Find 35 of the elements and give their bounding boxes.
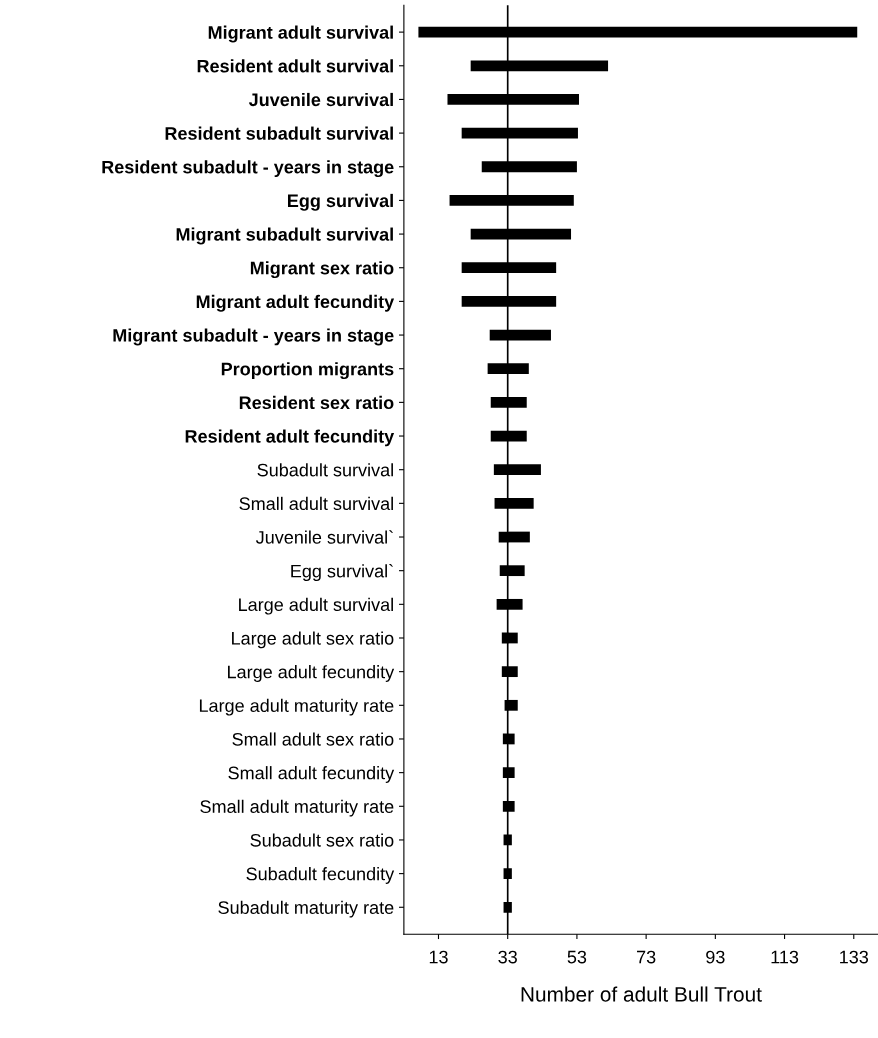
y-tick-label: Migrant subadult - years in stage — [113, 328, 394, 346]
x-tick-label: 133 — [840, 950, 869, 964]
y-tick-label: Migrant adult survival — [208, 25, 393, 43]
y-tick-label: Subadult survival — [257, 463, 393, 477]
y-tick-label: Small adult maturity rate — [200, 799, 394, 817]
y-tick-label: Large adult survival — [239, 597, 393, 615]
y-tick-label: Subadult sex ratio — [250, 833, 394, 847]
y-tick-label: Small adult fecundity — [228, 766, 395, 783]
y-tick-label: Resident sex ratio — [239, 395, 394, 410]
y-tick-label: Subadult maturity rate — [218, 900, 394, 918]
x-axis-title: Number of adult Bull Trout — [521, 986, 762, 1002]
y-tick-label: Resident subadult survival — [165, 126, 393, 140]
x-tick-label: 73 — [637, 950, 656, 964]
x-tick-label: 93 — [706, 950, 725, 964]
x-tick-label: 33 — [498, 950, 517, 964]
y-tick-label: Large adult maturity rate — [199, 698, 394, 716]
y-tick-label: Migrant sex ratio — [250, 261, 394, 279]
y-tick-label: Migrant subadult survival — [176, 227, 393, 245]
y-tick-label: Proportion migrants — [221, 362, 394, 380]
y-tick-label: Large adult fecundity — [228, 665, 395, 682]
y-tick-label: Egg survival` — [291, 564, 393, 582]
y-tick-label: Juvenile survival` — [255, 530, 393, 544]
x-tick-label: 53 — [567, 950, 587, 964]
y-tick-label: Resident subadult - years in stage — [102, 160, 394, 178]
y-tick-label: Egg survival — [288, 193, 393, 211]
y-tick-label: Large adult sex ratio — [232, 631, 394, 649]
y-tick-label: Resident adult fecundity — [185, 429, 395, 447]
y-tick-label: Small adult sex ratio — [232, 732, 394, 746]
y-tick-label: Juvenile survival — [248, 92, 393, 107]
x-tick-label: 13 — [429, 950, 448, 964]
x-tick-label: 113 — [771, 950, 799, 964]
y-tick-label: Small adult survival — [239, 496, 393, 511]
y-tick-label: Resident adult survival — [197, 59, 393, 73]
y-tick-label: Subadult fecundity — [246, 867, 395, 884]
y-tick-label: Migrant adult fecundity — [196, 294, 395, 312]
